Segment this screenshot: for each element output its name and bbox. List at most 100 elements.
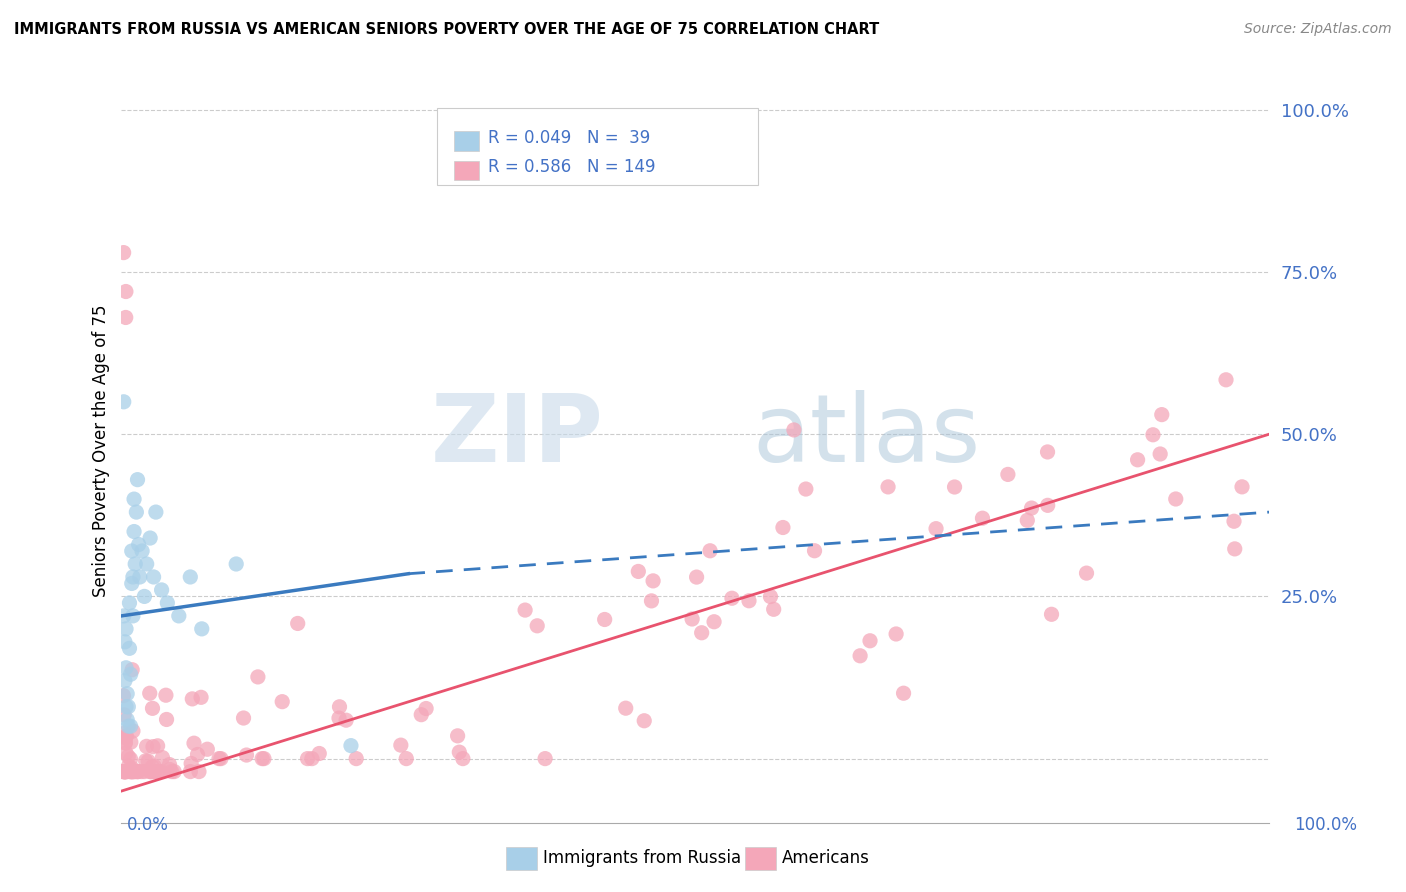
Point xyxy=(997,467,1019,482)
Point xyxy=(118,764,141,779)
Point xyxy=(120,735,142,749)
Point xyxy=(152,750,174,764)
Point xyxy=(690,625,713,640)
Point xyxy=(115,729,138,743)
Point xyxy=(118,641,141,656)
Point xyxy=(1150,408,1173,422)
Point xyxy=(124,764,146,779)
Point xyxy=(1036,499,1059,513)
Point xyxy=(120,764,142,778)
Point xyxy=(640,594,662,608)
Text: 100.0%: 100.0% xyxy=(1294,816,1357,834)
Point xyxy=(301,751,323,765)
Point xyxy=(783,423,806,437)
Point xyxy=(120,667,142,681)
Point xyxy=(271,695,294,709)
Point xyxy=(1149,447,1171,461)
Point xyxy=(179,764,201,779)
Point xyxy=(143,759,166,773)
Point xyxy=(115,746,138,760)
Point xyxy=(188,764,211,779)
Point xyxy=(160,764,183,779)
Point xyxy=(142,764,165,779)
Point xyxy=(112,764,135,779)
Point xyxy=(449,745,471,759)
Point xyxy=(134,590,156,604)
Point xyxy=(115,764,138,779)
Point xyxy=(943,480,966,494)
Point xyxy=(125,505,148,519)
Point xyxy=(114,635,136,649)
Point xyxy=(395,751,418,765)
Point xyxy=(115,764,138,779)
Point xyxy=(136,754,159,768)
Point xyxy=(232,711,254,725)
Point xyxy=(593,612,616,626)
Point xyxy=(181,691,204,706)
Point xyxy=(121,761,143,775)
Point xyxy=(1215,373,1237,387)
Point xyxy=(195,742,218,756)
Point xyxy=(191,622,214,636)
Point xyxy=(141,764,163,779)
Point xyxy=(114,673,136,688)
Point xyxy=(155,688,177,702)
Point xyxy=(115,661,138,675)
Point xyxy=(389,738,412,752)
Point xyxy=(135,739,157,754)
Point xyxy=(112,764,135,779)
Point xyxy=(114,736,136,750)
Point xyxy=(122,524,145,539)
Point xyxy=(114,310,136,325)
Point xyxy=(143,764,166,779)
Point xyxy=(135,557,157,571)
Point xyxy=(112,764,135,779)
Point xyxy=(115,285,138,299)
Point xyxy=(115,699,138,714)
Point xyxy=(1223,514,1246,528)
Text: ZIP: ZIP xyxy=(430,390,603,482)
Point xyxy=(134,764,156,779)
Text: Source: ZipAtlas.com: Source: ZipAtlas.com xyxy=(1244,22,1392,37)
Point xyxy=(762,602,785,616)
Point xyxy=(180,756,202,771)
Point xyxy=(328,711,350,725)
Point xyxy=(145,505,167,519)
Point xyxy=(117,719,139,733)
Point xyxy=(114,726,136,740)
Point xyxy=(121,764,143,779)
Point xyxy=(849,648,872,663)
Point xyxy=(150,764,173,779)
Point xyxy=(146,739,169,753)
Point xyxy=(111,764,134,779)
Point xyxy=(139,764,162,779)
Point xyxy=(139,764,162,779)
Point xyxy=(117,759,139,773)
Point xyxy=(1164,491,1187,506)
Point xyxy=(794,482,817,496)
Point xyxy=(627,565,650,579)
Point xyxy=(156,596,179,610)
Point xyxy=(167,608,190,623)
Point xyxy=(118,596,141,610)
Point xyxy=(117,749,139,764)
Point xyxy=(120,752,142,766)
Point xyxy=(446,729,468,743)
Point xyxy=(121,576,143,591)
Point xyxy=(117,699,139,714)
Text: 0.0%: 0.0% xyxy=(127,816,169,834)
Point xyxy=(114,731,136,745)
Point xyxy=(124,557,146,571)
Point xyxy=(122,608,145,623)
Text: IMMIGRANTS FROM RUSSIA VS AMERICAN SENIORS POVERTY OVER THE AGE OF 75 CORRELATIO: IMMIGRANTS FROM RUSSIA VS AMERICAN SENIO… xyxy=(14,22,879,37)
Point xyxy=(287,616,309,631)
Point xyxy=(415,701,437,715)
Point xyxy=(1223,541,1246,556)
Text: Immigrants from Russia: Immigrants from Russia xyxy=(543,849,741,867)
Point xyxy=(114,764,136,779)
Point xyxy=(142,570,165,584)
Point xyxy=(859,633,882,648)
Point xyxy=(297,751,319,765)
Point xyxy=(150,582,173,597)
Point xyxy=(253,751,276,765)
